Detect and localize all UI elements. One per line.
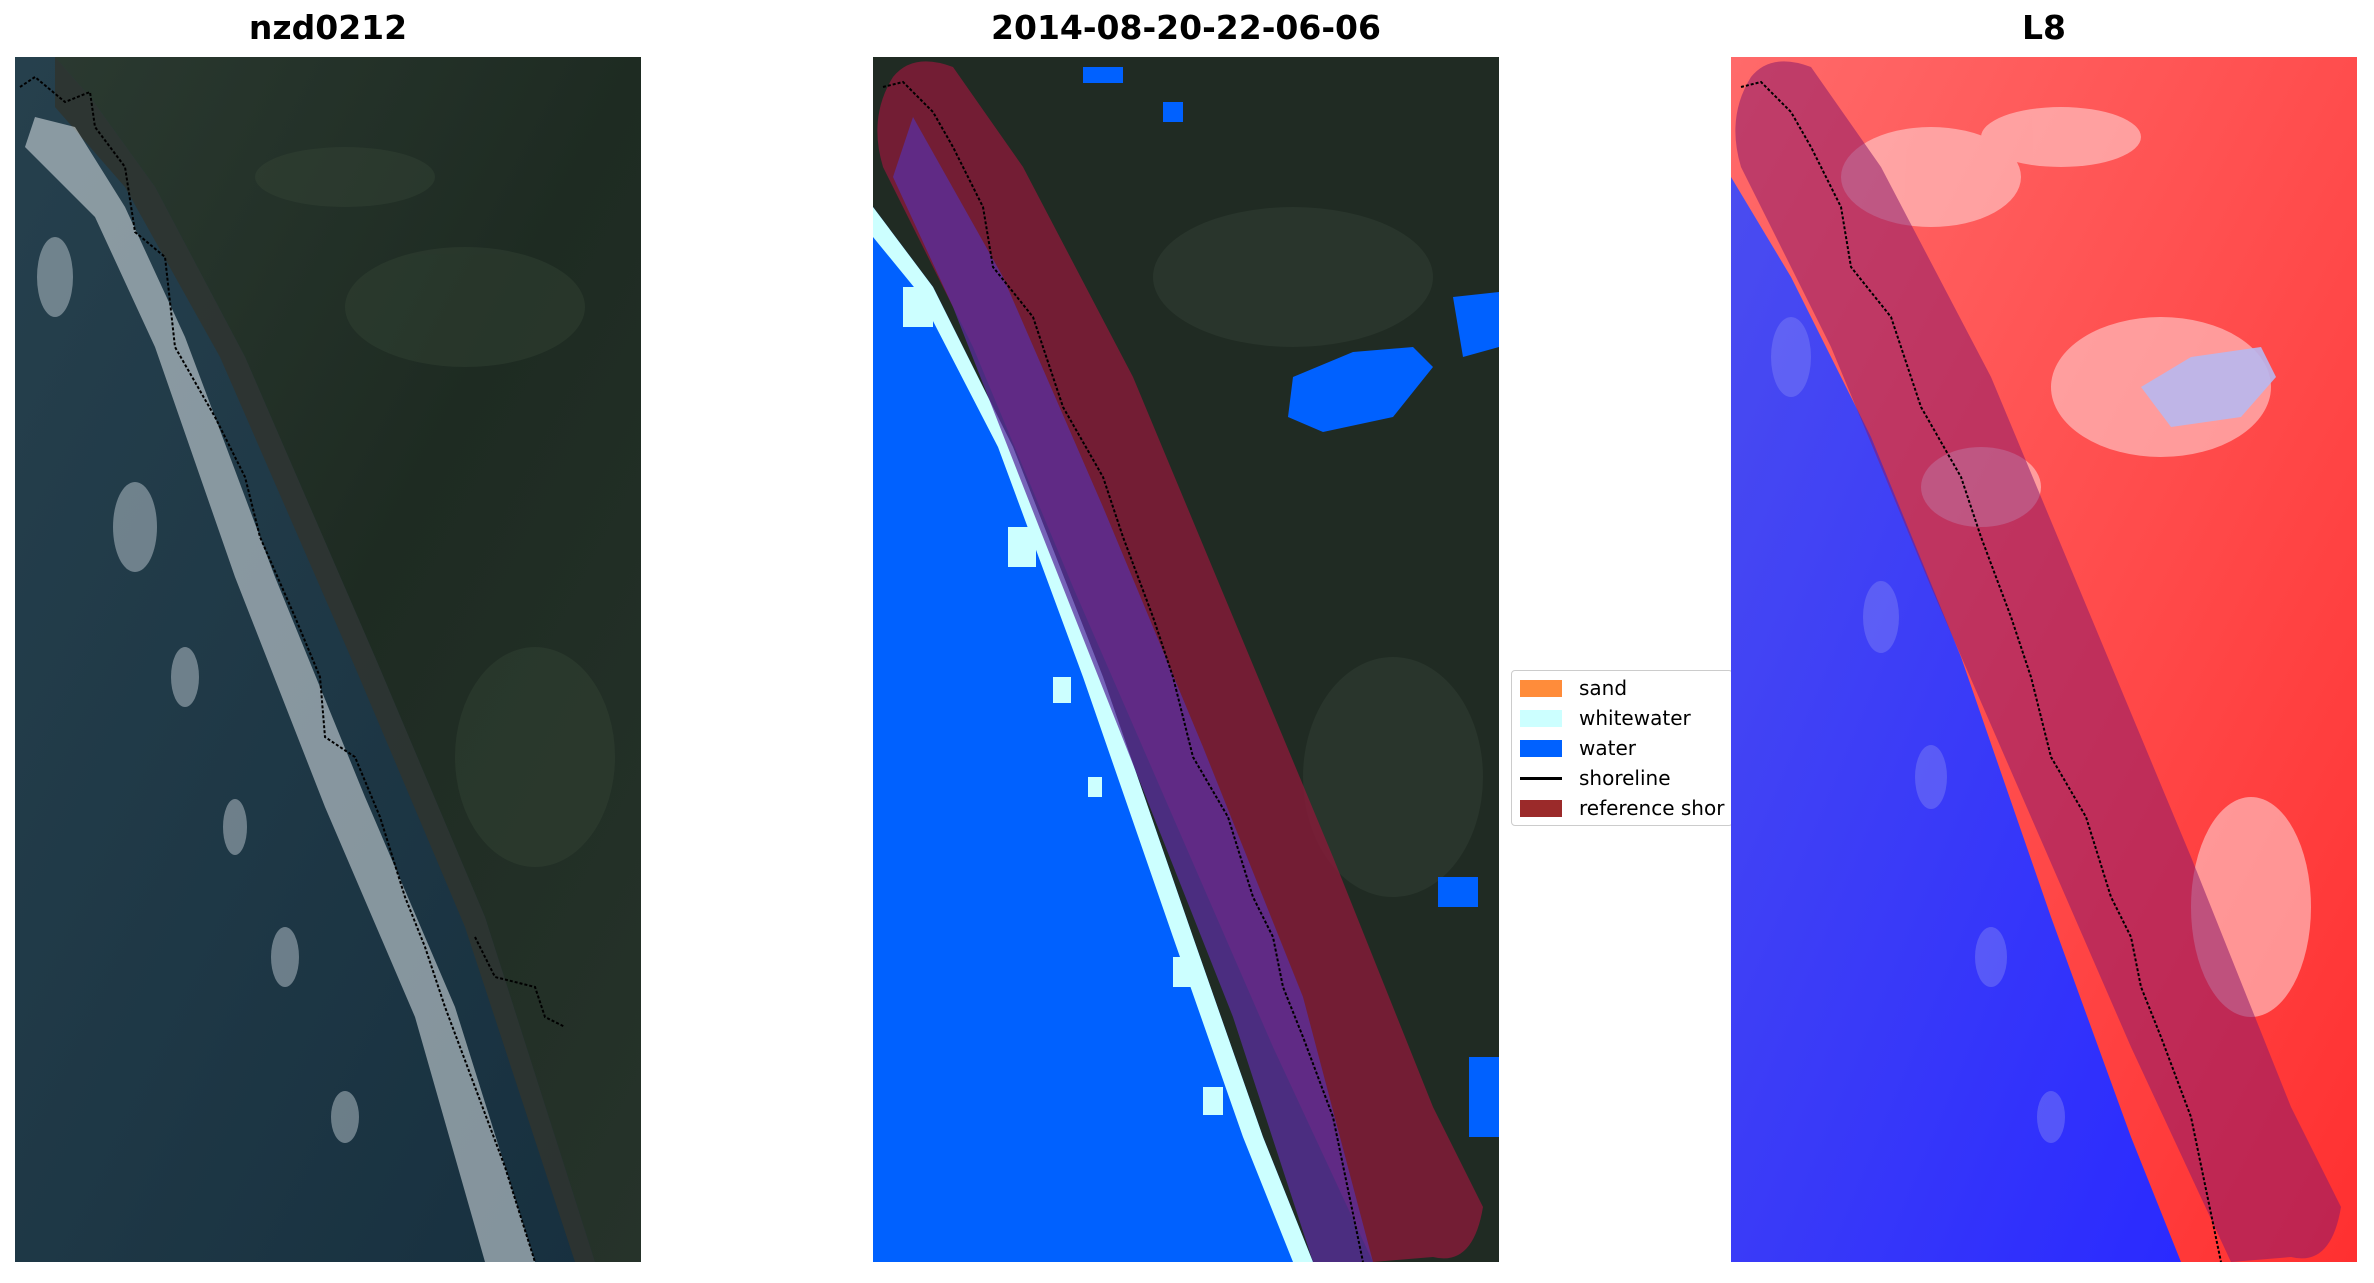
index-reference-buffer — [1735, 61, 2341, 1262]
whitewater-strip — [873, 207, 1313, 1262]
legend-label: sand — [1579, 676, 1628, 700]
legend-label: shoreline — [1579, 766, 1671, 790]
water-swatch — [1520, 739, 1562, 757]
reference-shoreline-swatch — [1520, 799, 1562, 817]
panel-title-classification: 2014-08-20-22-06-06 — [991, 8, 1381, 47]
whitewater-swatch — [1520, 709, 1562, 727]
legend-item-reference-shoreline: reference shor — [1520, 793, 1724, 823]
rgb-satellite-image — [15, 57, 641, 1262]
classification-panel — [873, 57, 1499, 1262]
legend-item-sand: sand — [1520, 673, 1627, 703]
sand-swatch — [1520, 679, 1562, 697]
index-image — [1731, 57, 2357, 1262]
legend-item-whitewater: whitewater — [1520, 703, 1691, 733]
rgb-image-panel — [15, 57, 641, 1262]
legend-label: reference shor — [1579, 796, 1725, 820]
legend-label: water — [1579, 736, 1636, 760]
index-water-region — [1731, 177, 2181, 1262]
panel-title-index: L8 — [2022, 8, 2066, 47]
shoreline-line-swatch — [1520, 776, 1562, 780]
index-inland-water — [2141, 347, 2276, 427]
legend-item-shoreline: shoreline — [1520, 763, 1671, 793]
panel-title-rgb: nzd0212 — [248, 8, 408, 47]
legend: sand whitewater water shoreline referenc… — [1511, 670, 1733, 826]
inland-water — [1083, 67, 1499, 1137]
index-panel — [1731, 57, 2357, 1262]
index-shoreline-line — [1740, 80, 2222, 1262]
legend-item-water: water — [1520, 733, 1636, 763]
classification-image — [873, 57, 1499, 1262]
shoreline-line — [882, 80, 1364, 1262]
legend-label: whitewater — [1579, 706, 1691, 730]
